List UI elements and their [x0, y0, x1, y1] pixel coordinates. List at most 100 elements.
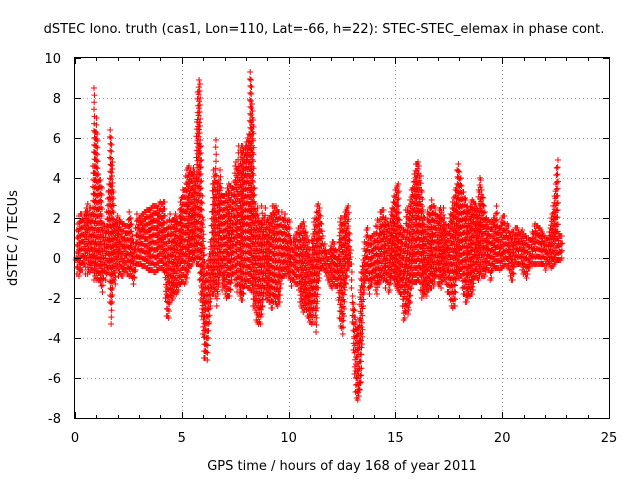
data-point-marker: [438, 209, 445, 291]
data-point-marker: [223, 191, 230, 301]
series-dSTEC: [72, 69, 566, 403]
y-tick-label: 8: [53, 92, 61, 107]
x-axis-tick-labels: 0 5 10 15 20 25: [71, 431, 617, 446]
data-point-marker: [369, 233, 377, 283]
data-point-marker: [453, 185, 460, 283]
data-point-marker: [236, 163, 243, 295]
data-point-marker: [380, 207, 387, 283]
data-point-marker: [343, 207, 350, 287]
data-point-marker: [547, 225, 554, 267]
data-point-marker: [349, 293, 356, 325]
data-point-marker: [482, 215, 490, 275]
data-point-marker: [498, 215, 506, 271]
data-point-marker: [346, 231, 353, 269]
data-point-marker: [344, 205, 351, 279]
data-point-marker: [237, 147, 244, 299]
y-tick-label: 10: [44, 52, 61, 67]
data-point-marker: [491, 215, 498, 269]
data-point-marker: [316, 205, 323, 281]
y-axis-label: dSTEC / TECUs: [6, 190, 21, 286]
data-point-marker: [72, 255, 80, 263]
x-tick-label: 20: [494, 431, 511, 446]
data-point-marker: [199, 217, 207, 337]
data-point-marker: [182, 173, 190, 285]
data-point-marker: [552, 181, 559, 265]
data-point-marker: [470, 199, 477, 293]
data-point-marker: [195, 77, 203, 267]
data-point-marker: [302, 229, 309, 309]
data-point-marker: [475, 187, 482, 283]
data-point-marker: [186, 163, 193, 271]
data-point-marker: [328, 243, 335, 289]
x-tick-label: 25: [601, 431, 618, 446]
data-point-marker: [489, 219, 496, 273]
data-point-marker: [439, 217, 446, 285]
data-point-marker: [348, 261, 355, 291]
data-point-marker: [378, 209, 385, 281]
data-point-marker: [291, 235, 299, 285]
data-point-marker: [558, 233, 566, 261]
data-point-marker: [248, 77, 255, 293]
data-point-marker: [473, 205, 480, 279]
y-tick-label: 4: [53, 172, 61, 187]
x-tick-label: 0: [71, 431, 79, 446]
data-point-marker: [415, 163, 423, 283]
data-point-marker: [170, 217, 177, 301]
data-point-marker: [233, 159, 240, 289]
data-point-marker: [84, 201, 92, 277]
data-point-marker: [418, 189, 426, 301]
y-tick-label: -6: [48, 372, 61, 387]
data-point-marker: [159, 201, 166, 271]
data-point-marker: [322, 247, 330, 275]
data-point-marker: [381, 217, 388, 281]
y-tick-label: -4: [48, 332, 61, 347]
x-tick-label: 15: [387, 431, 404, 446]
data-point-marker: [409, 185, 416, 287]
data-point-marker: [323, 251, 331, 279]
data-point-marker: [320, 243, 328, 271]
chart-title: dSTEC Iono. truth (cas1, Lon=110, Lat=-6…: [44, 22, 605, 37]
data-point-marker: [282, 211, 289, 277]
data-point-marker: [395, 181, 402, 293]
x-tick-label: 5: [178, 431, 186, 446]
data-point-marker: [477, 177, 485, 275]
data-point-marker: [198, 193, 206, 319]
data-point-marker: [466, 203, 474, 299]
data-point-marker: [116, 217, 124, 275]
data-point-marker: [246, 69, 254, 291]
data-point-marker: [458, 183, 465, 279]
data-point-marker: [120, 221, 128, 275]
plot-frame: [74, 57, 610, 419]
y-tick-label: -8: [48, 412, 61, 427]
data-point-marker: [265, 219, 272, 301]
data-point-marker: [155, 205, 162, 273]
data-point-marker: [413, 161, 420, 285]
y-axis-tick-labels: -8 -6 -4 -2 0 2 4 6 8 10: [44, 52, 61, 427]
data-point-marker: [73, 227, 81, 277]
data-point-marker: [97, 177, 104, 285]
data-point-marker: [253, 211, 260, 323]
data-point-marker: [108, 135, 115, 327]
data-point-marker: [112, 219, 119, 287]
data-point-marker: [391, 193, 398, 283]
data-point-marker: [299, 221, 306, 311]
data-point-marker: [507, 233, 514, 279]
data-point-marker: [327, 247, 334, 287]
data-point-marker: [305, 239, 313, 321]
data-point-marker: [393, 185, 400, 289]
data-point-marker: [215, 177, 223, 287]
data-point-marker: [177, 199, 184, 287]
data-point-marker: [403, 207, 411, 309]
data-point-marker: [354, 325, 362, 403]
data-point-marker: [425, 211, 432, 293]
x-tick-label: 10: [280, 431, 297, 446]
data-points: [72, 69, 566, 403]
y-tick-label: 0: [53, 252, 61, 267]
data-point-marker: [197, 143, 205, 303]
data-point-marker: [117, 219, 125, 277]
data-point-marker: [423, 229, 430, 299]
data-point-marker: [510, 229, 518, 277]
axis-ticks: [75, 58, 610, 419]
data-point-marker: [407, 197, 414, 305]
